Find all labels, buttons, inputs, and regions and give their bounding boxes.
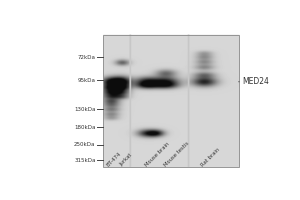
Text: 180kDa: 180kDa [74,125,96,130]
Text: Rat brain: Rat brain [200,147,221,167]
Bar [103,35,238,167]
Text: Mouse brain: Mouse brain [144,141,171,167]
Text: Mouse testis: Mouse testis [163,140,190,167]
Text: 315kDa: 315kDa [74,158,96,163]
Text: 250kDa: 250kDa [74,142,96,147]
Text: 95kDa: 95kDa [78,78,96,83]
Text: BT-474: BT-474 [106,151,123,167]
Text: 72kDa: 72kDa [78,55,96,60]
Text: 130kDa: 130kDa [74,107,96,112]
Text: Jurkat: Jurkat [119,153,133,167]
Text: MED24: MED24 [238,77,269,86]
